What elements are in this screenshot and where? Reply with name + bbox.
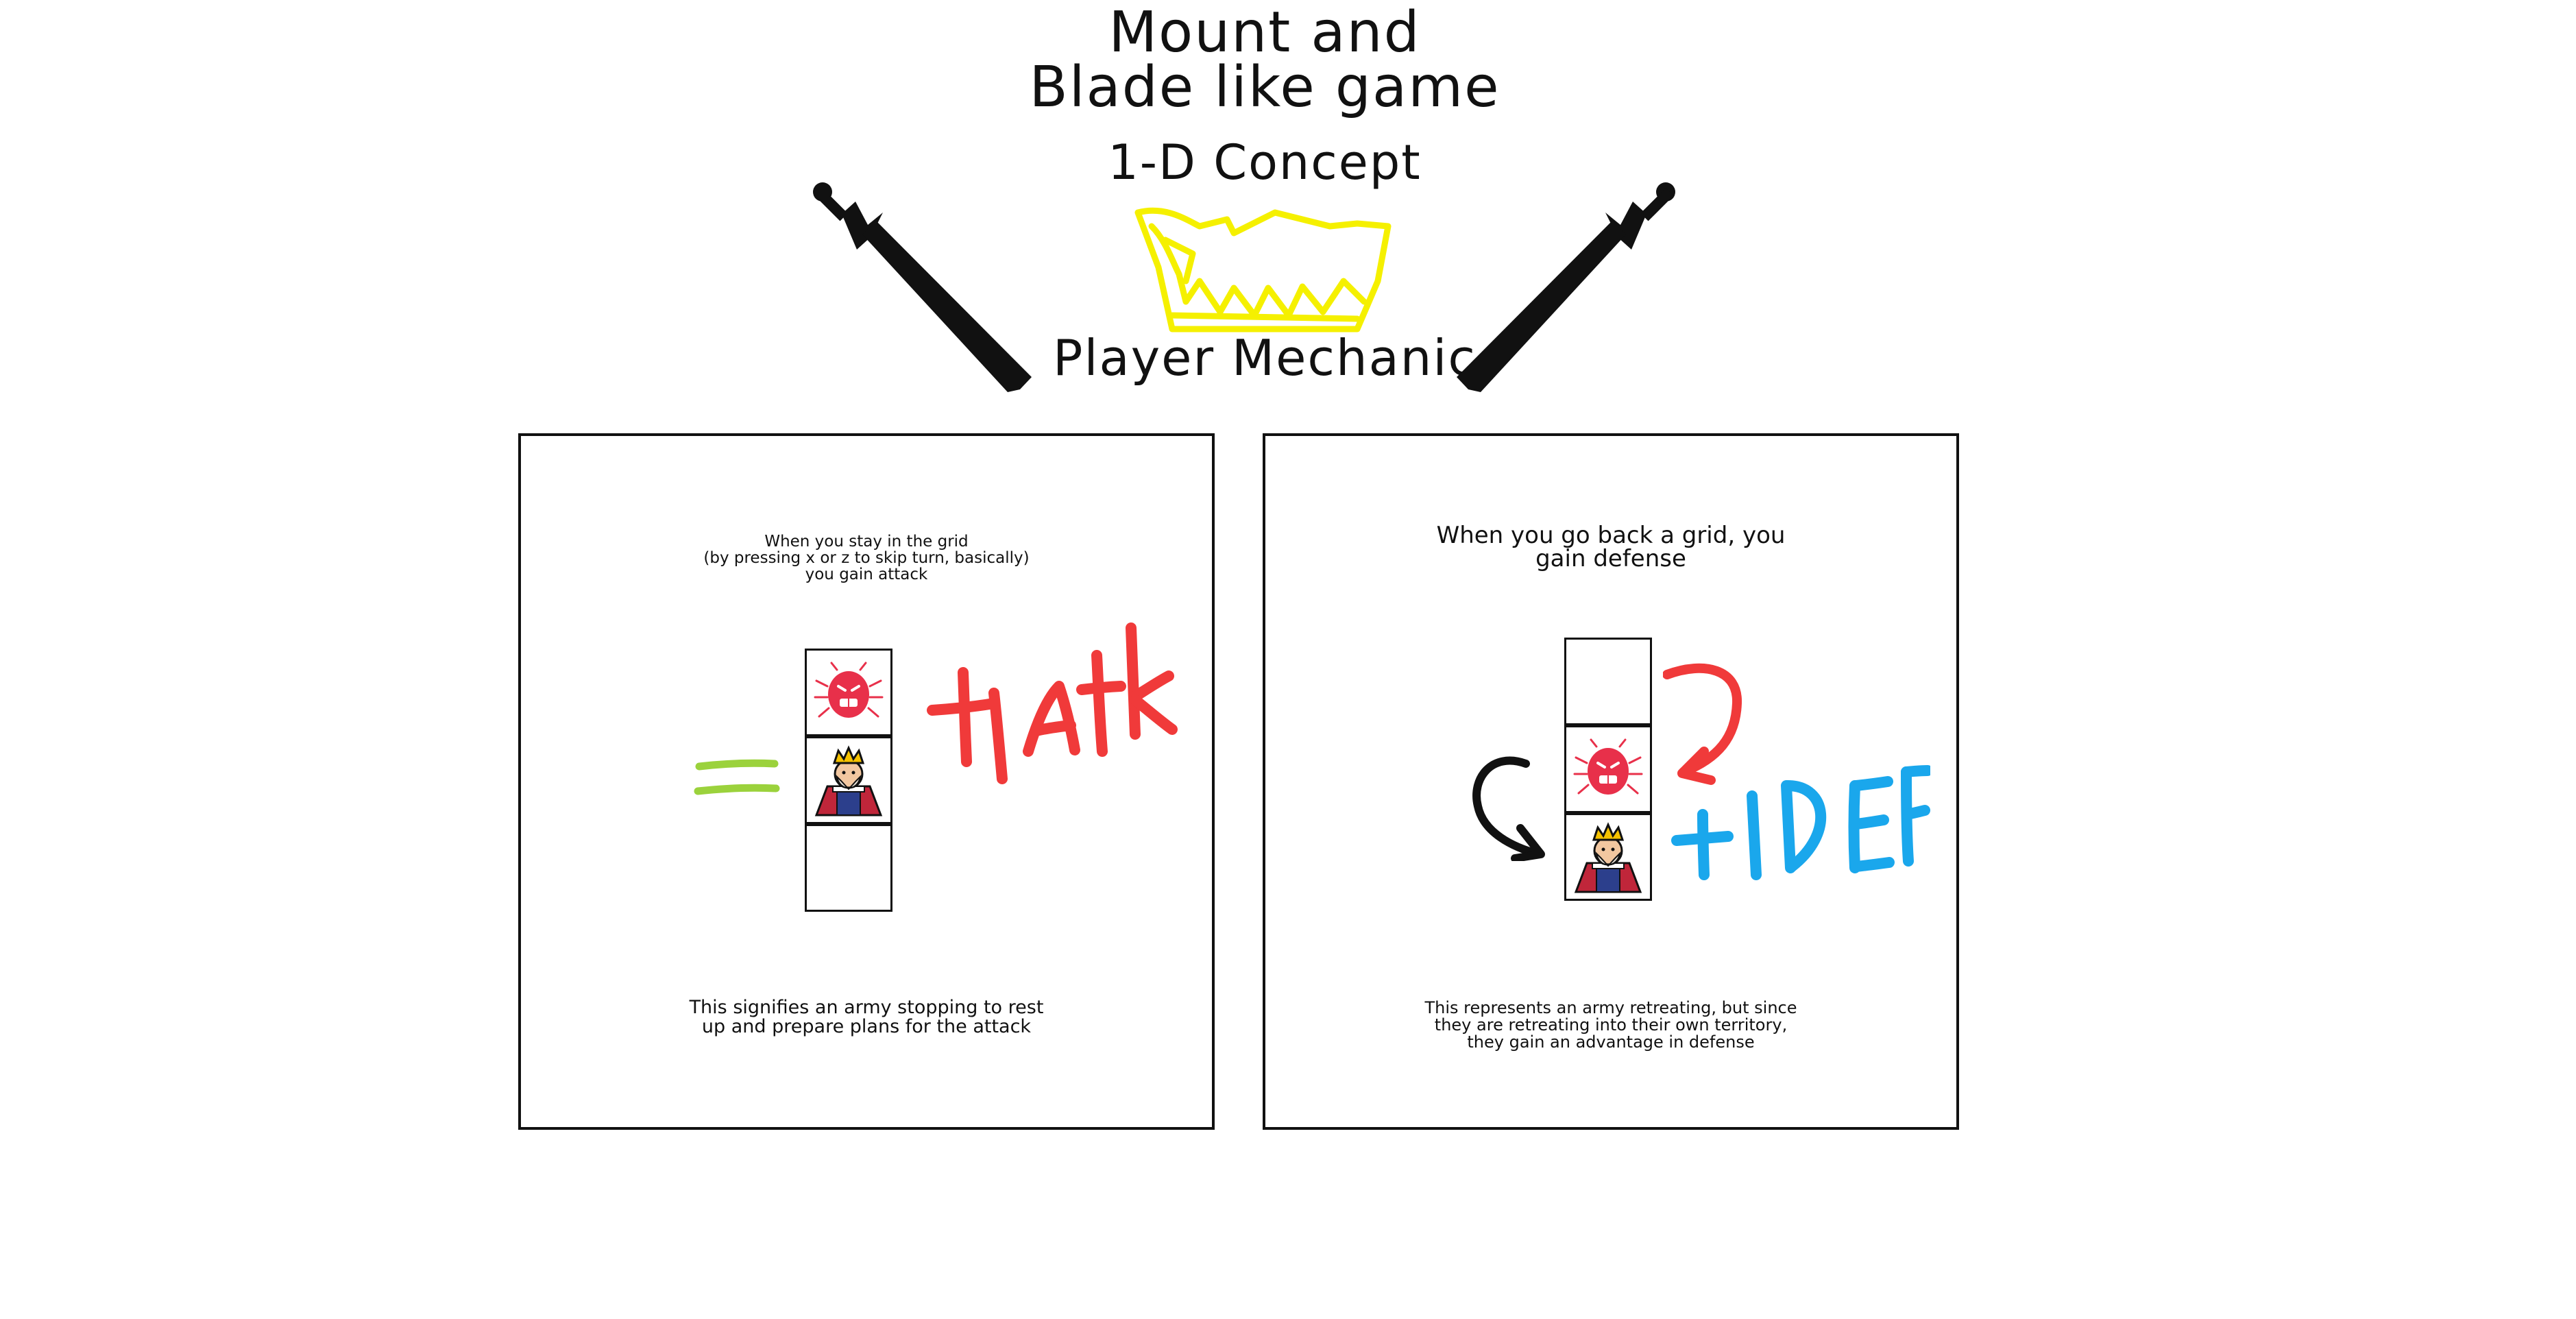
retreat-explanation-line: This represents an army retreating, but … bbox=[1424, 998, 1797, 1017]
equals-icon: = bbox=[694, 759, 780, 795]
subtitle: 1-D Concept bbox=[1108, 134, 1422, 191]
enemy-move-arrow-icon bbox=[1663, 663, 1742, 785]
grid-cell-king bbox=[1564, 813, 1652, 901]
retreat-description-line: gain defense bbox=[1535, 545, 1686, 572]
title-line-1: Mount and bbox=[1108, 0, 1421, 65]
grid-cell-enemy bbox=[805, 649, 892, 736]
panel-stay-mechanic: When you stay in the grid (by pressing x… bbox=[518, 433, 1215, 1130]
stay-description: When you stay in the grid (by pressing x… bbox=[521, 533, 1212, 583]
grid-cell-empty bbox=[805, 824, 892, 912]
defense-bonus-label: +1 DEF bbox=[1671, 765, 1930, 880]
stay-description-line: (by pressing x or z to skip turn, basica… bbox=[703, 549, 1030, 568]
king-icon bbox=[1574, 822, 1642, 893]
bug-icon bbox=[1573, 738, 1643, 795]
mechanic-label: Player Mechanic bbox=[1053, 329, 1477, 387]
retreat-description: When you go back a grid, you gain defens… bbox=[1265, 524, 1956, 570]
crown-icon bbox=[1134, 207, 1392, 332]
stay-explanation: This signifies an army stopping to rest … bbox=[521, 997, 1212, 1038]
bug-icon bbox=[814, 662, 884, 718]
retreat-description-line: When you go back a grid, you bbox=[1436, 522, 1786, 549]
stay-explanation-line: up and prepare plans for the attack bbox=[701, 1016, 1032, 1038]
grid-cell-empty bbox=[1564, 638, 1652, 725]
sword-icon bbox=[1457, 182, 1675, 392]
retreat-arrow-icon bbox=[1472, 756, 1545, 861]
retreat-explanation: This represents an army retreating, but … bbox=[1265, 998, 1956, 1052]
stay-description-line: you gain attack bbox=[805, 566, 928, 584]
retreat-explanation-line: they are retreating into their own terri… bbox=[1434, 1015, 1788, 1035]
retreat-explanation-line: they gain an advantage in defense bbox=[1467, 1032, 1755, 1052]
grid-cell-enemy bbox=[1564, 725, 1652, 813]
stay-explanation-line: This signifies an army stopping to rest bbox=[689, 997, 1044, 1018]
attack-bonus-label: +1 Atk bbox=[927, 622, 1178, 784]
king-icon bbox=[814, 745, 883, 816]
sword-icon bbox=[813, 182, 1032, 392]
grid-cell-king bbox=[805, 736, 892, 824]
stay-description-line: When you stay in the grid bbox=[764, 533, 969, 550]
title-line-2: Blade like game bbox=[1029, 55, 1500, 120]
panel-retreat-mechanic: When you go back a grid, you gain defens… bbox=[1263, 433, 1959, 1130]
